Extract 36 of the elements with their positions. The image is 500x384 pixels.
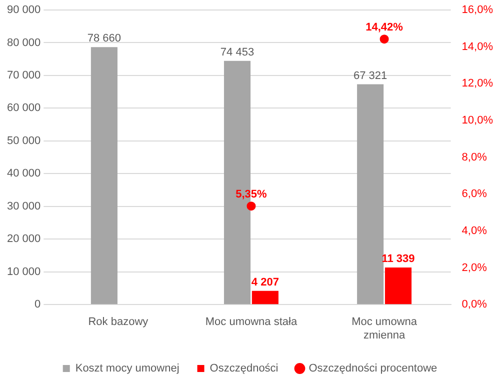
y2-tick-label: 12,0%	[462, 78, 494, 90]
y-tick-label: 0	[34, 298, 41, 311]
data-label: 78 660	[87, 32, 122, 45]
legend-label: Oszczędności	[210, 362, 278, 375]
bar	[252, 290, 278, 304]
y2-tick-label: 6,0%	[462, 188, 488, 200]
y2-tick-label: 2,0%	[462, 262, 488, 274]
y-tick-label: 70 000	[6, 70, 41, 82]
bar	[90, 47, 118, 304]
legend-label: Koszt mocy umownej	[75, 362, 180, 375]
x-tick-label: Moc umowna zmienna	[352, 316, 418, 342]
y-tick-label: 40 000	[6, 168, 41, 180]
y-tick-label: 20 000	[6, 233, 41, 246]
x-tick-label: Moc umowna stała	[205, 316, 298, 328]
y2-tick-label: 8,0%	[462, 151, 488, 164]
y2-tick-label: 0,0%	[462, 298, 488, 311]
bar	[384, 267, 412, 304]
y2-tick-label: 4,0%	[462, 224, 488, 237]
data-label: 14,42%	[366, 22, 404, 34]
x-tick-label: Rok bazowy	[88, 316, 149, 328]
legend-label: Oszczędności procentowe	[308, 362, 438, 375]
y-tick-label: 30 000	[6, 200, 41, 212]
y-tick-label: 50 000	[6, 134, 41, 147]
data-label: 5,35%	[236, 188, 268, 201]
bar	[357, 84, 384, 304]
data-label: 4 207	[251, 276, 279, 288]
y-tick-label: 60 000	[6, 102, 41, 114]
y-tick-label: 90 000	[6, 4, 41, 16]
y2-tick-label: 16,0%	[462, 4, 494, 16]
data-label: 67 321	[353, 70, 388, 82]
y2-tick-label: 10,0%	[462, 114, 494, 127]
y-tick-label: 80 000	[6, 36, 41, 49]
y-tick-label: 10 000	[6, 266, 41, 278]
y2-tick-label: 14,0%	[462, 40, 494, 53]
data-label: 74 453	[220, 46, 254, 58]
data-label: 11 339	[382, 253, 415, 266]
